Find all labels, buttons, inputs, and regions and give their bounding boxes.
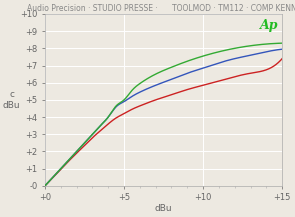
Y-axis label: c
dBu: c dBu — [3, 90, 21, 110]
X-axis label: dBu: dBu — [155, 204, 172, 213]
Text: Ap: Ap — [260, 19, 278, 32]
Title: Audio Precision · STUDIO PRESSE ·      TOOLMOD · TM112 · COMP KENNL: Audio Precision · STUDIO PRESSE · TOOLMO… — [27, 4, 295, 13]
